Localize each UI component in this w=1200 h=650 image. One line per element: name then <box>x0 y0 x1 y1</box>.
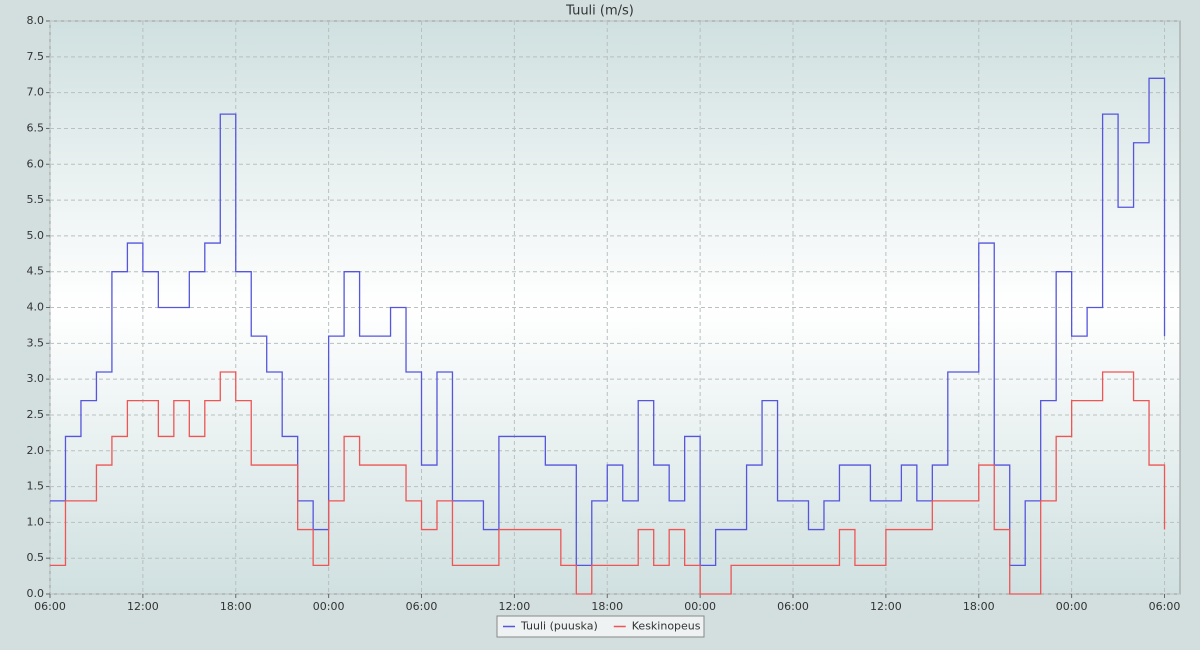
x-tick-label: 06:00 <box>34 600 66 613</box>
series-line <box>50 371 1166 595</box>
x-tick-label: 06:00 <box>777 600 809 613</box>
y-tick-label: 6.5 <box>27 121 45 134</box>
y-tick-label: 5.0 <box>27 229 45 242</box>
legend-label: Keskinopeus <box>632 620 701 633</box>
x-tick-label: 12:00 <box>127 600 159 613</box>
y-tick-label: 6.0 <box>27 157 45 170</box>
y-tick-label: 3.5 <box>27 336 45 349</box>
x-tick-label: 18:00 <box>591 600 623 613</box>
y-tick-label: 0.5 <box>27 551 45 564</box>
y-tick-label: 2.5 <box>27 408 45 421</box>
y-tick-label: 8.0 <box>27 14 45 27</box>
x-tick-label: 06:00 <box>1149 600 1181 613</box>
y-tick-label: 5.5 <box>27 193 45 206</box>
x-tick-label: 18:00 <box>963 600 995 613</box>
x-tick-label: 12:00 <box>870 600 902 613</box>
x-tick-label: 18:00 <box>220 600 252 613</box>
chart-title: Tuuli (m/s) <box>565 4 634 19</box>
y-tick-label: 3.0 <box>27 372 45 385</box>
x-tick-label: 12:00 <box>499 600 531 613</box>
y-tick-label: 0.0 <box>27 587 45 600</box>
y-tick-label: 1.0 <box>27 515 45 528</box>
x-tick-label: 00:00 <box>1056 600 1088 613</box>
y-tick-label: 1.5 <box>27 480 45 493</box>
x-tick-label: 00:00 <box>313 600 345 613</box>
x-tick-label: 06:00 <box>406 600 438 613</box>
legend-box <box>496 615 705 638</box>
y-tick-label: 2.0 <box>27 444 45 457</box>
y-tick-label: 4.5 <box>27 265 45 278</box>
legend-label: Tuuli (puuska) <box>520 620 598 633</box>
y-tick-label: 7.5 <box>27 50 45 63</box>
x-tick-label: 00:00 <box>684 600 716 613</box>
series-line <box>50 77 1166 566</box>
y-tick-label: 7.0 <box>27 86 45 99</box>
y-tick-label: 4.0 <box>27 301 45 314</box>
